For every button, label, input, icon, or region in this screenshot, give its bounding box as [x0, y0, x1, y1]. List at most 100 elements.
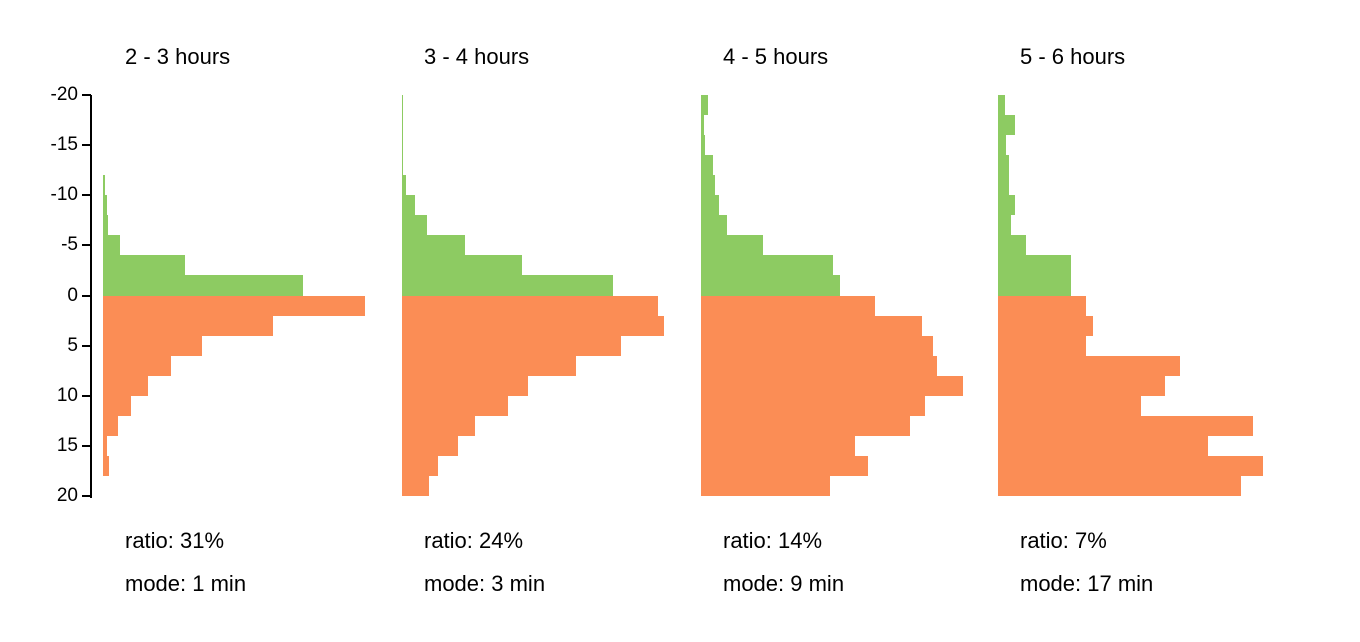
y-axis-tick-mark	[82, 144, 91, 147]
y-axis-tick-mark	[82, 244, 91, 247]
histogram-bar	[998, 376, 1165, 396]
histogram-bars	[103, 95, 403, 497]
histogram-bar	[998, 396, 1141, 416]
mode-label: mode: 9 min	[723, 571, 845, 596]
histogram-bar	[402, 316, 664, 336]
histogram-bar	[701, 215, 727, 235]
y-axis-tick-mark	[82, 94, 91, 96]
histogram-bar	[103, 275, 303, 296]
y-axis-tick-label: 5	[67, 334, 78, 356]
histogram-bars	[701, 95, 1001, 497]
histogram-bar	[701, 476, 830, 496]
histogram-bar	[701, 336, 933, 356]
histogram-bar	[701, 235, 763, 255]
y-axis-tick-label: 0	[67, 284, 78, 306]
histogram-bar	[701, 396, 925, 416]
histogram-bar	[998, 195, 1015, 215]
y-axis-tick-mark	[82, 194, 91, 197]
histogram-bar	[103, 336, 202, 356]
histogram-bar	[701, 436, 855, 456]
histogram-bar	[402, 195, 415, 215]
chart-title: 5 - 6 hours	[1020, 44, 1126, 69]
histogram-bar	[701, 316, 922, 336]
histogram-bar	[103, 195, 107, 215]
histogram-bar	[998, 416, 1253, 436]
histogram-bar	[402, 175, 406, 195]
histogram-bar	[402, 396, 508, 416]
chart-2-3-hours: 2 - 3 hours ratio: 31% mode: 1 min	[103, 0, 403, 642]
histogram-bar	[402, 416, 475, 436]
chart-title: 2 - 3 hours	[125, 44, 231, 69]
histogram-bar	[998, 456, 1263, 476]
histogram-bar	[998, 275, 1071, 296]
histogram-bar	[998, 476, 1241, 496]
histogram-bar	[103, 175, 105, 195]
histogram-bar	[402, 356, 576, 376]
y-axis-tick-mark	[82, 344, 91, 347]
histogram-bar	[701, 135, 705, 155]
mode-label: mode: 3 min	[424, 571, 546, 596]
histogram-bar	[998, 235, 1026, 255]
histogram-bar	[998, 175, 1009, 195]
histogram-bar	[701, 195, 719, 215]
ratio-label: ratio: 31%	[125, 528, 225, 553]
y-axis-tick-label: 20	[56, 485, 78, 506]
histogram-bar	[701, 456, 868, 476]
histogram-bar	[402, 376, 528, 396]
mode-label: mode: 1 min	[125, 571, 247, 596]
histogram-bar	[402, 476, 429, 496]
histogram-bar	[402, 155, 403, 175]
y-axis-tick-mark	[82, 495, 91, 497]
histogram-bar	[402, 95, 403, 115]
ratio-label: ratio: 7%	[1020, 528, 1107, 553]
histogram-bar	[402, 115, 403, 135]
y-axis-tick-label: -5	[61, 234, 78, 256]
y-axis-tick-label: -15	[50, 134, 78, 156]
histogram-bar	[998, 255, 1071, 275]
histogram-bar	[998, 115, 1015, 135]
mode-label: mode: 17 min	[1020, 571, 1154, 596]
histogram-bar	[402, 456, 438, 476]
histogram-bar	[701, 296, 875, 316]
histogram-bar	[402, 296, 658, 316]
y-axis-tick-mark	[82, 394, 91, 397]
histogram-bar	[701, 95, 708, 115]
histogram-bar	[402, 215, 427, 235]
y-axis-tick-label: 10	[56, 384, 78, 406]
chart-title: 3 - 4 hours	[424, 44, 530, 69]
ratio-label: ratio: 14%	[723, 528, 823, 553]
histogram-bar	[701, 255, 833, 275]
histogram-bar	[701, 376, 963, 396]
histogram-bar	[998, 95, 1005, 115]
y-axis-tick-mark	[82, 294, 91, 297]
histogram-bar	[402, 436, 458, 456]
histogram-bar	[998, 356, 1180, 376]
histogram-bar	[998, 436, 1208, 456]
histogram-bar	[701, 275, 840, 296]
histogram-bar	[103, 376, 148, 396]
histogram-bar	[103, 235, 120, 255]
y-axis-line	[90, 95, 92, 498]
histogram-bar	[701, 115, 704, 135]
histogram-bar	[103, 296, 365, 316]
histogram-bar	[998, 135, 1006, 155]
y-axis-tick-mark	[82, 444, 91, 447]
y-axis-tick-label: -10	[50, 184, 78, 206]
histogram-bar	[998, 215, 1011, 235]
histogram-bar	[998, 155, 1009, 175]
histogram-bar	[103, 456, 109, 476]
histogram-bar	[402, 135, 403, 155]
histogram-bar	[402, 336, 621, 356]
y-axis-tick-label: -20	[50, 84, 78, 105]
histogram-bar	[998, 296, 1086, 316]
histogram-bar	[103, 255, 185, 275]
histogram-bar	[103, 396, 131, 416]
histogram-bar	[701, 155, 713, 175]
histogram-bars	[998, 95, 1298, 497]
chart-5-6-hours: 5 - 6 hours ratio: 7% mode: 17 min	[998, 0, 1298, 642]
histogram-bar	[701, 175, 715, 195]
histogram-bar	[103, 436, 107, 456]
histogram-bar	[103, 316, 273, 336]
chart-title: 4 - 5 hours	[723, 44, 829, 69]
